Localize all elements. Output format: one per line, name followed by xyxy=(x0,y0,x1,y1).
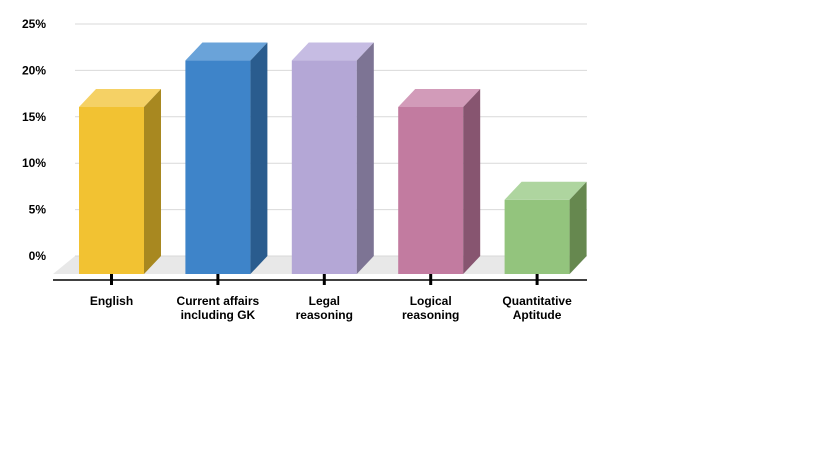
bar-top xyxy=(291,42,374,61)
x-tick-label: Current affairs including GK xyxy=(177,294,260,322)
bar-front xyxy=(185,60,251,275)
bar-front xyxy=(291,60,357,275)
bar-front xyxy=(504,199,570,274)
bar-0 xyxy=(79,88,161,275)
bars xyxy=(79,42,587,275)
x-tick-label: English xyxy=(90,294,133,308)
y-tick-label: 10% xyxy=(22,156,46,170)
bar-top xyxy=(79,88,161,107)
y-axis-ticks: 0% 5% 10% 15% 20% 25% xyxy=(22,17,46,263)
bar-side xyxy=(250,42,268,275)
bar-top xyxy=(504,181,587,200)
x-tick-label: Quantitative Aptitude xyxy=(502,294,572,322)
bar-side xyxy=(144,88,161,275)
y-tick-label: 20% xyxy=(22,63,46,77)
y-tick-label: 25% xyxy=(22,17,46,31)
bar-3 xyxy=(398,88,481,275)
x-tick-label: Logical reasoning xyxy=(402,294,459,322)
bar-2 xyxy=(291,42,374,275)
bar-side xyxy=(569,181,587,274)
bar-front xyxy=(79,106,144,275)
bar-4 xyxy=(504,181,587,274)
x-axis xyxy=(53,274,587,285)
y-tick-label: 5% xyxy=(29,203,47,217)
x-axis-ticks: English Current affairs including GK Legal r… xyxy=(90,294,572,322)
bar-1 xyxy=(185,42,268,275)
bar-top xyxy=(185,42,268,61)
bar-top xyxy=(398,88,481,107)
bar-side xyxy=(463,88,481,275)
x-tick-label: Legal reasoning xyxy=(296,294,353,322)
y-tick-label: 15% xyxy=(22,110,46,124)
bar-side xyxy=(356,42,374,275)
y-tick-label: 0% xyxy=(29,249,47,263)
bar-front xyxy=(398,106,464,275)
